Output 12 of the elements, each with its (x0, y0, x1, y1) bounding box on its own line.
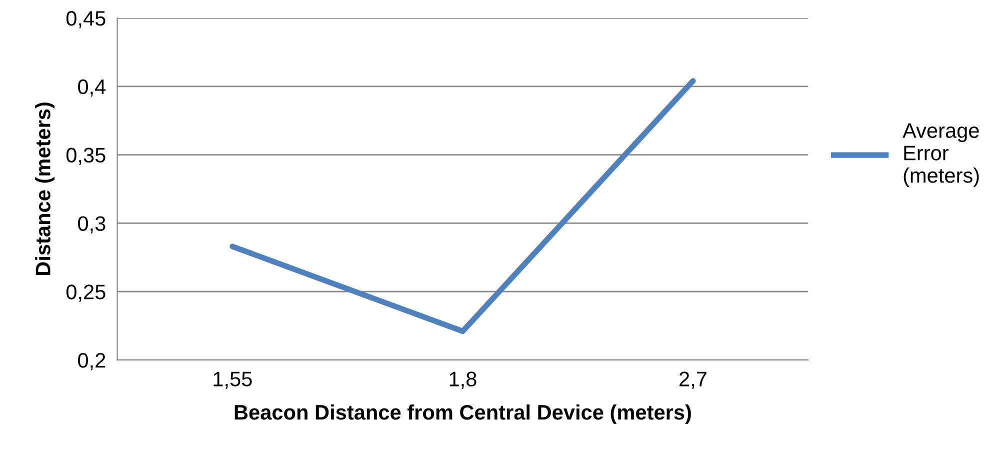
y-tick-label: 0,3 (78, 216, 106, 234)
x-tick-label: 1,8 (450, 372, 476, 389)
y-tick-label: 0,45 (66, 11, 106, 28)
y-tick-label: 0,4 (78, 79, 106, 97)
y-tick-label: 0,35 (66, 148, 106, 166)
x-axis-title: Beacon Distance from Central Device (meters) (234, 404, 691, 424)
y-tick-label: 0,25 (66, 284, 106, 302)
legend-label: Average Error (meters) (902, 123, 979, 187)
y-axis-title: Distance (meters) (35, 102, 55, 276)
x-tick-label: 1,55 (214, 372, 252, 389)
x-tick-label: 2,7 (680, 372, 706, 389)
y-tick-label: 0,2 (78, 353, 106, 370)
